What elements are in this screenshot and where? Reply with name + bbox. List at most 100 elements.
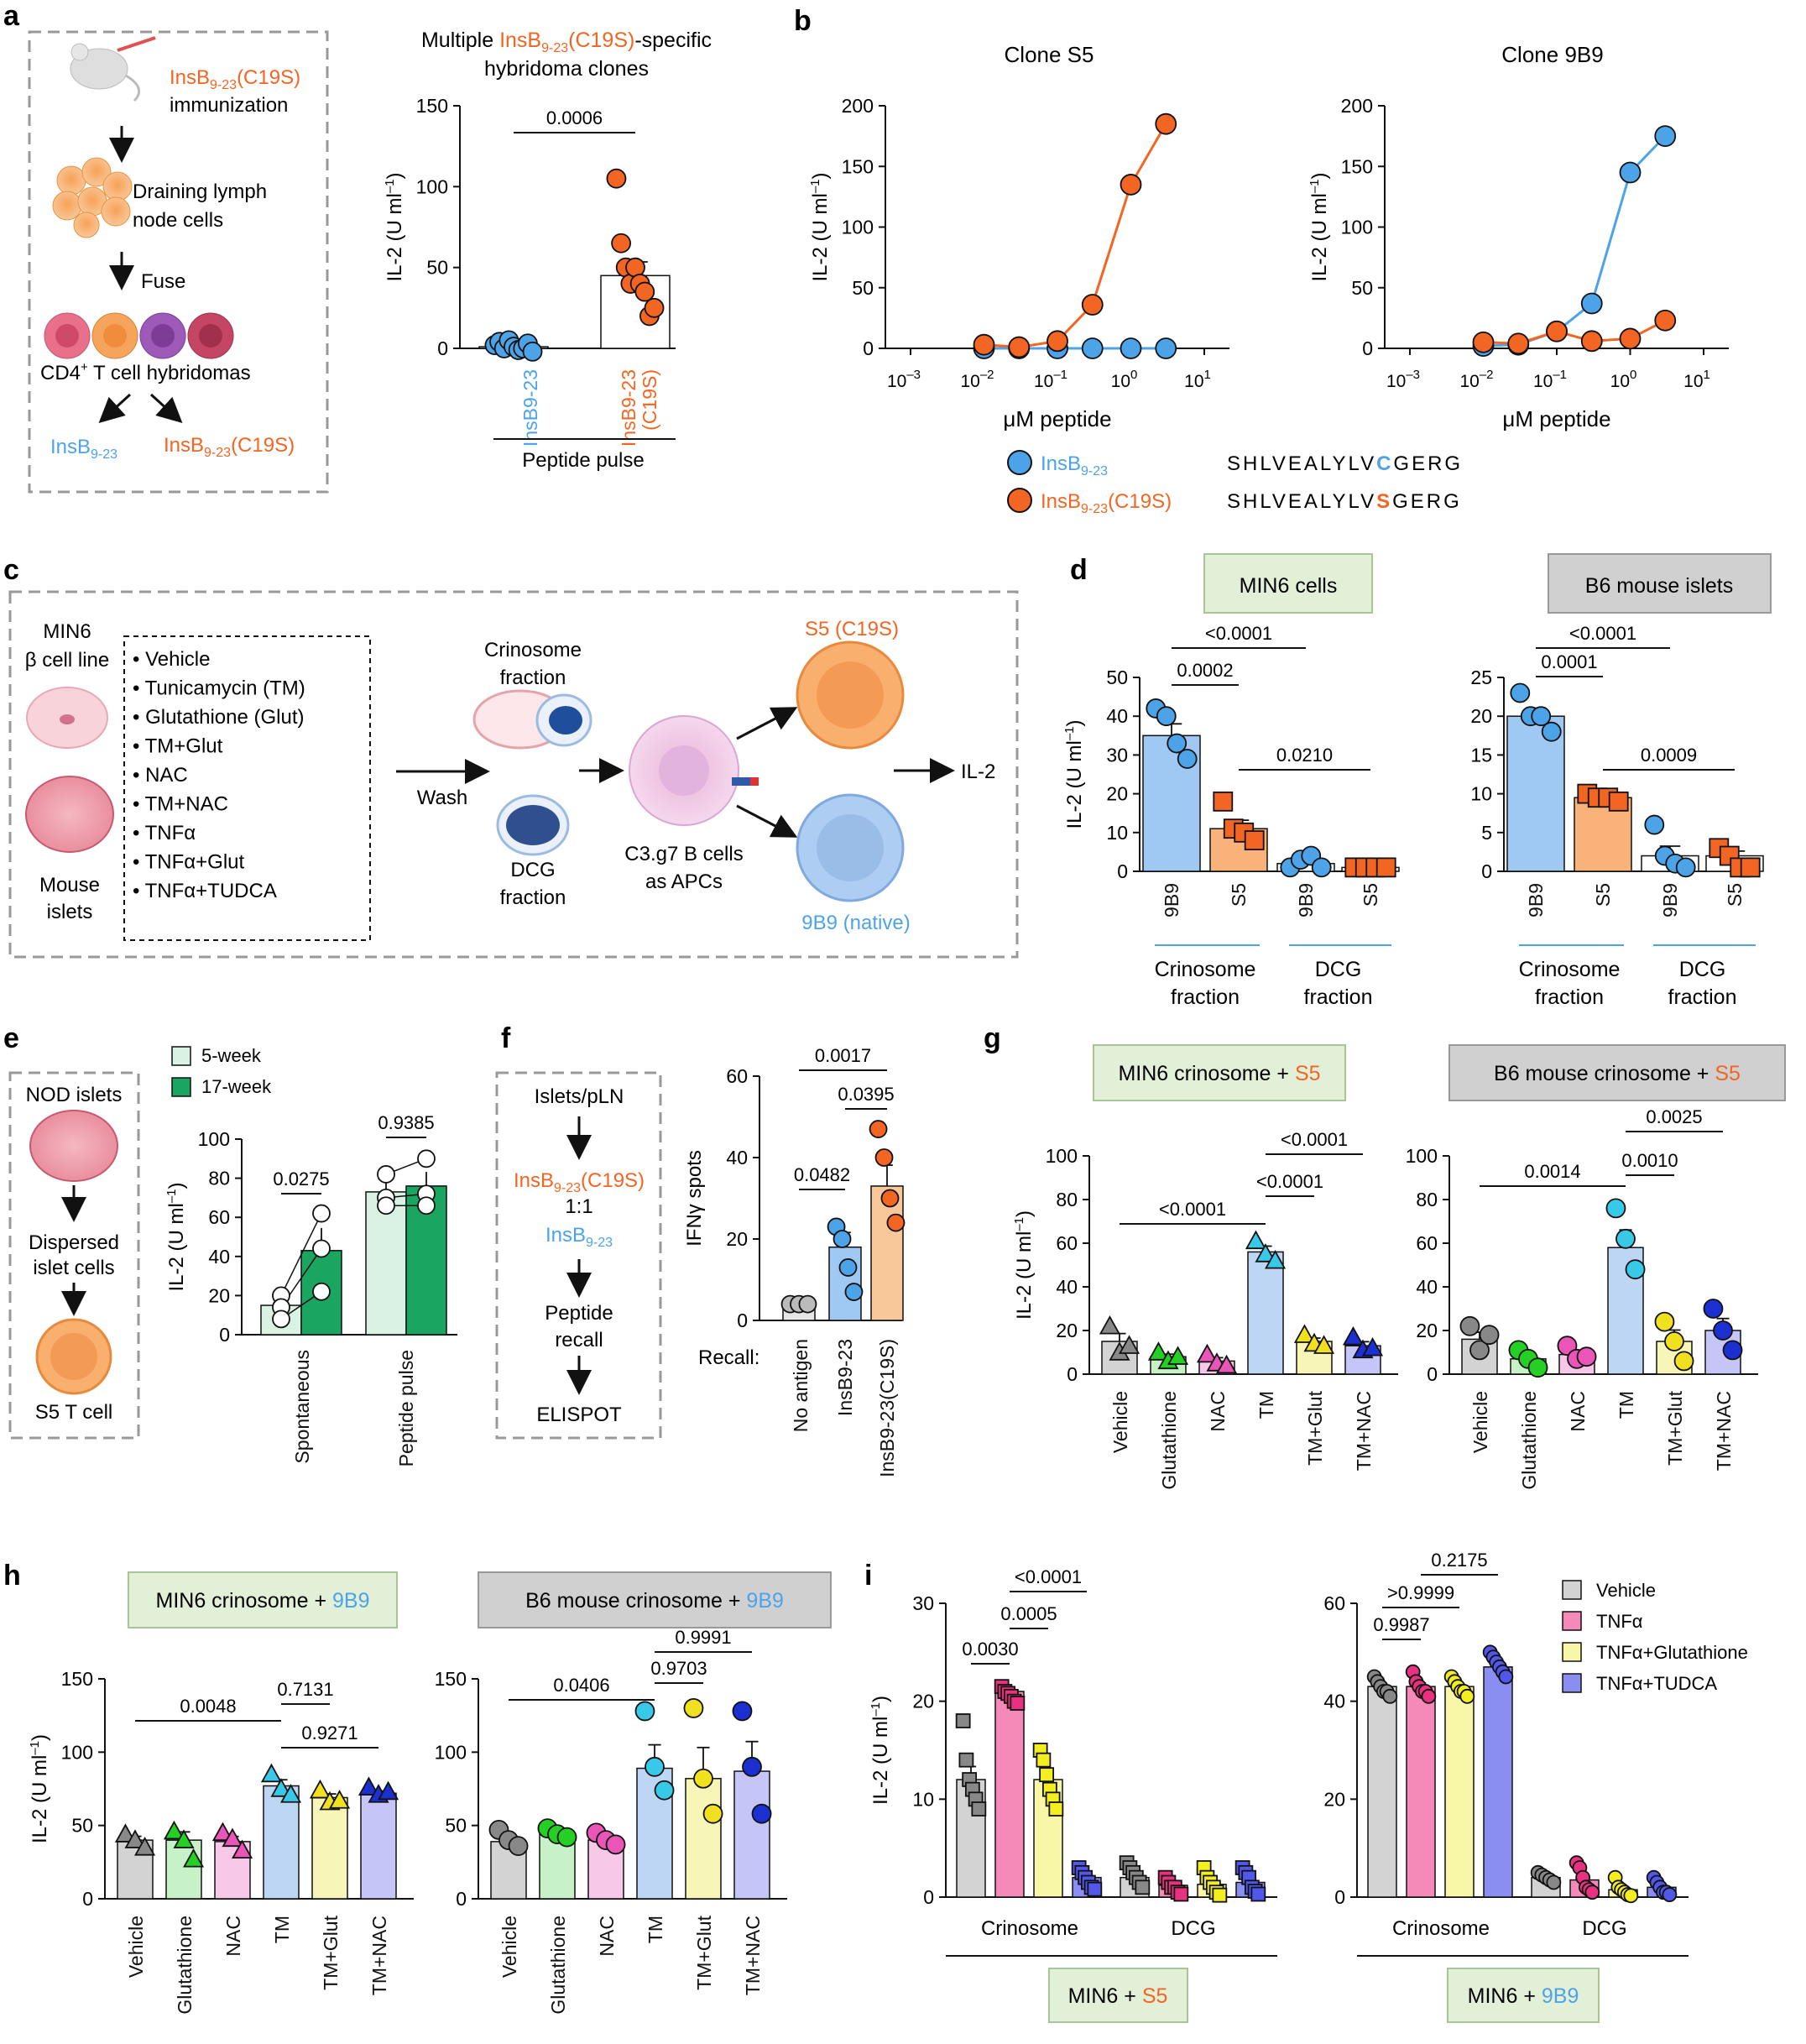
data-point <box>1167 733 1187 754</box>
legend-native-marker <box>1007 450 1032 475</box>
x-tick-label: Peptide pulse <box>395 1350 417 1466</box>
x-tick-label: TM <box>271 1916 293 1943</box>
min6-cells-box <box>1203 553 1373 614</box>
x-tick-label: NAC <box>1567 1391 1589 1432</box>
x-tick-label: TM+NAC <box>368 1916 390 1995</box>
y-tick-label: 20 <box>726 1228 748 1250</box>
data-point <box>260 1763 282 1783</box>
y-tick-label: 0 <box>923 1886 934 1908</box>
p-value-label: 0.0210 <box>1276 745 1333 766</box>
x-tick-label: TM <box>1615 1391 1637 1419</box>
legend-swatch <box>1562 1580 1582 1600</box>
il2-output-label: IL-2 <box>961 761 995 783</box>
y-tick-label: 200 <box>842 95 874 117</box>
9b9-cell-label: 9B9 (native) <box>801 912 910 934</box>
y-tick-label: 150 <box>435 1668 467 1690</box>
x-tick-label: 10–2 <box>960 368 994 391</box>
y-tick-label: 0 <box>437 337 448 359</box>
bar <box>1247 1251 1284 1375</box>
data-point <box>222 1827 243 1848</box>
x-tick-label: (C19S) <box>639 369 660 431</box>
data-point <box>874 1148 894 1167</box>
legend-swatch <box>1562 1611 1582 1631</box>
p-value-label: 0.0006 <box>546 107 603 128</box>
y-tick-label: 20 <box>1416 1320 1438 1341</box>
y-tick-label: 20 <box>912 1691 934 1712</box>
chart-a-xlabel: Peptide pulse <box>522 449 644 472</box>
y-tick-label: 50 <box>445 1815 467 1837</box>
p-value-label: 0.0025 <box>1646 1106 1702 1127</box>
islets-pln-label: Islets/pLN <box>535 1085 624 1108</box>
x-tick-label: TM+NAC <box>1713 1391 1735 1471</box>
i-right-box <box>1447 1968 1600 2023</box>
i-right-box-label: MIN6 + 9B9 <box>1468 1984 1579 2008</box>
p-value-label: 0.0482 <box>794 1164 850 1185</box>
dcg-icon <box>496 794 570 856</box>
bar <box>685 1778 722 1900</box>
data-point <box>1713 1320 1733 1341</box>
y-tick-label: 150 <box>1341 155 1373 177</box>
x-tick-label: S5 <box>1360 883 1381 907</box>
treatment-item: • TNFα+TUDCA <box>133 880 277 902</box>
x-tick-label: Spontaneous <box>291 1350 313 1464</box>
y-tick-label: 0 <box>1362 337 1373 359</box>
data-point <box>377 1165 395 1184</box>
chart-b-right-xlabel: μM peptide <box>1502 406 1610 431</box>
y-tick-label: 60 <box>1056 1232 1078 1254</box>
apc-label-2: as APCs <box>645 870 723 893</box>
y-tick-label: 60 <box>1323 1592 1345 1614</box>
chart-h-right: 0 50 100 150 0.0406 0.9703 0.9991 Vehicle Glutat… <box>435 1627 787 2015</box>
g-min6-box <box>1093 1044 1346 1101</box>
data-point <box>1469 1340 1490 1361</box>
data-point <box>1216 1354 1238 1374</box>
chart-b-right: 0 50 100 150 200 IL-2 (U ml–1) 10–3 10–2 10–1 100… <box>1308 95 1729 391</box>
y-tick-label: 20 <box>1470 705 1492 727</box>
x-tick-label: 9B9 <box>1161 883 1182 917</box>
bar <box>1574 797 1632 872</box>
p-value-label: 0.9271 <box>301 1723 358 1743</box>
p-value-label: <0.0001 <box>1281 1129 1348 1150</box>
data-point <box>134 1837 156 1856</box>
bar <box>311 1796 348 1900</box>
y-tick-label: 20 <box>1056 1320 1078 1341</box>
chart-i-left: 0 10 20 30 IL-2 (U ml–1) <0.0001 0.0005 0.0030 C… <box>869 1566 1277 1957</box>
group-label: Crinosome <box>1519 958 1621 981</box>
x-tick-label: No antigen <box>790 1339 812 1432</box>
group-label: DCG <box>1171 1917 1215 1940</box>
y-tick-label: 0 <box>863 337 874 359</box>
y-tick-label: 150 <box>416 95 448 117</box>
data-point <box>1722 1340 1743 1361</box>
dispersed-label-1: Dispersed <box>29 1231 119 1254</box>
apc-label-1: C3.g7 B cells <box>624 843 743 865</box>
bar <box>1367 1686 1397 1898</box>
treatment-item: • TNFα+Glut <box>133 851 245 874</box>
hybridoma-cells-icon <box>44 312 234 359</box>
g-b6-box-label: B6 mouse crinosome + S5 <box>1494 1062 1741 1085</box>
x-tick-label: InsB9-23 <box>834 1339 856 1416</box>
data-point <box>1167 1346 1189 1365</box>
data-point <box>1654 1311 1675 1332</box>
data-point <box>844 1283 864 1301</box>
recall-native-label: InsB9-23 <box>545 1224 613 1250</box>
y-tick-label: 0 <box>456 1888 467 1910</box>
data-point <box>312 1239 331 1258</box>
data-point <box>971 1801 987 1817</box>
data-point <box>1313 1335 1335 1354</box>
ratio-label: 1:1 <box>565 1195 592 1218</box>
y-tick-label: 10 <box>1106 822 1128 844</box>
h-min6-box <box>128 1571 398 1628</box>
x-tick-label: Vehicle <box>1109 1391 1131 1453</box>
paired-line <box>280 1213 322 1296</box>
bar <box>1406 1686 1436 1898</box>
data-point <box>1546 1874 1562 1890</box>
p-value-label: 0.0048 <box>180 1696 236 1717</box>
group-label: fraction <box>1171 985 1240 1009</box>
y-tick-label: 10 <box>1470 783 1492 805</box>
min6-cells-box-label: MIN6 cells <box>1240 574 1338 598</box>
data-point <box>1472 331 1495 353</box>
data-point <box>1623 1888 1639 1904</box>
panel-letter-b: b <box>794 5 812 37</box>
y-tick-label: 5 <box>1481 822 1492 844</box>
panel-letter-e: e <box>3 1022 19 1054</box>
x-tick-label: Glutathione <box>174 1916 196 2015</box>
